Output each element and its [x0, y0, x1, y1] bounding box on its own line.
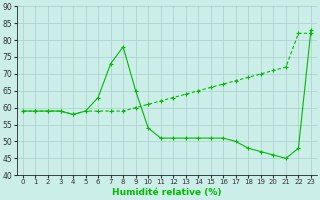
X-axis label: Humidité relative (%): Humidité relative (%)	[112, 188, 222, 197]
